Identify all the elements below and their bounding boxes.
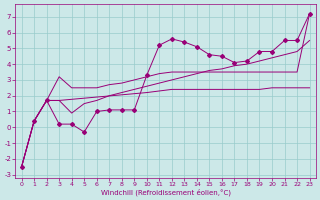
X-axis label: Windchill (Refroidissement éolien,°C): Windchill (Refroidissement éolien,°C) <box>100 188 231 196</box>
